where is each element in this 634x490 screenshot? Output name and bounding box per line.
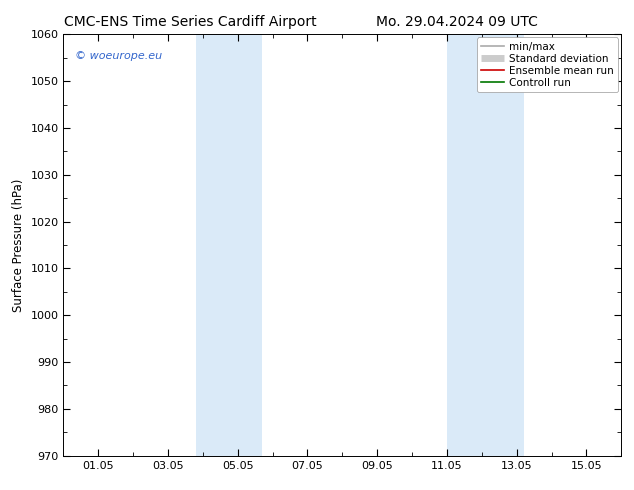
Text: © woeurope.eu: © woeurope.eu <box>75 51 162 61</box>
Text: Mo. 29.04.2024 09 UTC: Mo. 29.04.2024 09 UTC <box>375 15 538 29</box>
Bar <box>447 34 524 456</box>
Text: CMC-ENS Time Series Cardiff Airport: CMC-ENS Time Series Cardiff Airport <box>64 15 316 29</box>
Bar <box>196 34 262 456</box>
Legend: min/max, Standard deviation, Ensemble mean run, Controll run: min/max, Standard deviation, Ensemble me… <box>477 37 618 92</box>
Y-axis label: Surface Pressure (hPa): Surface Pressure (hPa) <box>12 178 25 312</box>
